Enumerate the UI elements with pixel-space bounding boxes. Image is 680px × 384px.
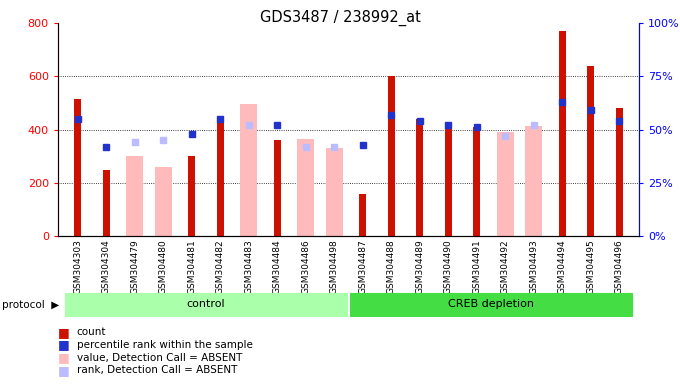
Text: GSM304486: GSM304486 <box>301 239 310 294</box>
Bar <box>188 156 195 236</box>
Text: GSM304498: GSM304498 <box>330 239 339 294</box>
Text: GSM304490: GSM304490 <box>444 239 453 294</box>
Text: percentile rank within the sample: percentile rank within the sample <box>77 340 253 350</box>
Bar <box>155 167 172 236</box>
Text: CREB depletion: CREB depletion <box>448 299 534 310</box>
Bar <box>350 293 632 316</box>
Bar <box>615 108 623 236</box>
Bar <box>388 76 395 236</box>
Text: GSM304494: GSM304494 <box>558 239 566 294</box>
Bar <box>525 126 543 236</box>
Text: GSM304303: GSM304303 <box>73 239 82 294</box>
Text: protocol  ▶: protocol ▶ <box>2 300 59 310</box>
Bar <box>445 127 452 236</box>
Bar <box>588 66 594 236</box>
Bar <box>496 132 514 236</box>
Text: GSM304304: GSM304304 <box>102 239 111 294</box>
Text: value, Detection Call = ABSENT: value, Detection Call = ABSENT <box>77 353 242 362</box>
Text: GSM304492: GSM304492 <box>500 239 510 294</box>
Text: GDS3487 / 238992_at: GDS3487 / 238992_at <box>260 10 420 26</box>
Bar <box>359 194 367 236</box>
Text: GSM304491: GSM304491 <box>472 239 481 294</box>
Text: count: count <box>77 327 106 337</box>
Text: GSM304479: GSM304479 <box>131 239 139 294</box>
Bar <box>65 293 347 316</box>
Text: GSM304480: GSM304480 <box>158 239 168 294</box>
Text: GSM304482: GSM304482 <box>216 239 225 294</box>
Bar <box>297 139 314 236</box>
Bar <box>240 104 257 236</box>
Text: GSM304496: GSM304496 <box>615 239 624 294</box>
Bar <box>473 127 480 236</box>
Bar <box>103 170 109 236</box>
Text: GSM304488: GSM304488 <box>387 239 396 294</box>
Bar <box>326 148 343 236</box>
Bar <box>273 140 281 236</box>
Text: ■: ■ <box>58 351 69 364</box>
Bar <box>416 119 424 236</box>
Text: ■: ■ <box>58 364 69 377</box>
Text: GSM304493: GSM304493 <box>529 239 539 294</box>
Text: ■: ■ <box>58 338 69 351</box>
Text: GSM304495: GSM304495 <box>586 239 595 294</box>
Bar <box>217 116 224 236</box>
Text: GSM304489: GSM304489 <box>415 239 424 294</box>
Bar <box>74 99 82 236</box>
Bar <box>559 31 566 236</box>
Text: GSM304481: GSM304481 <box>187 239 197 294</box>
Text: ■: ■ <box>58 326 69 339</box>
Bar <box>126 156 143 236</box>
Text: GSM304484: GSM304484 <box>273 239 282 294</box>
Text: rank, Detection Call = ABSENT: rank, Detection Call = ABSENT <box>77 365 237 375</box>
Text: GSM304483: GSM304483 <box>244 239 253 294</box>
Text: control: control <box>187 299 225 310</box>
Text: GSM304487: GSM304487 <box>358 239 367 294</box>
